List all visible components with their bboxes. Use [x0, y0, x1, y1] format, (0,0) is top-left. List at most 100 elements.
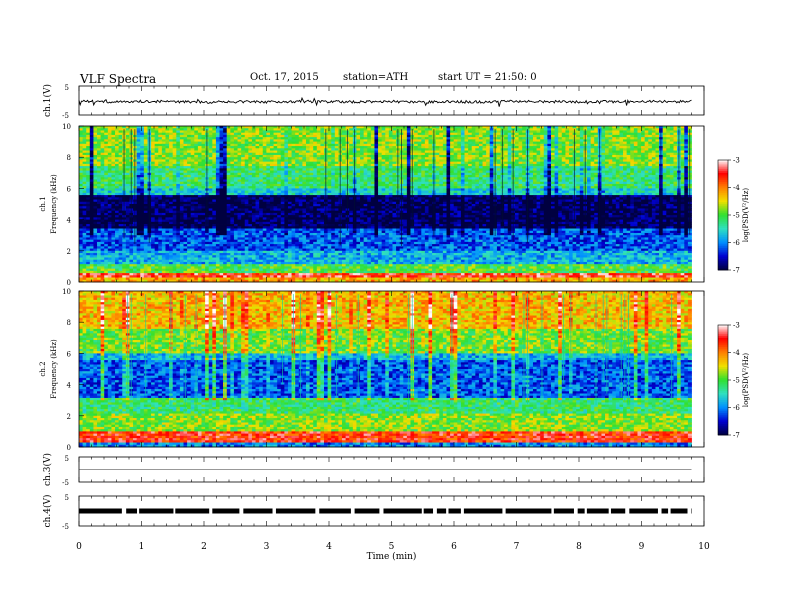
spectrogram-cell — [327, 128, 332, 131]
spectrogram-cell — [305, 159, 310, 163]
spectrogram-cell — [176, 130, 181, 134]
spectrogram-cell — [475, 161, 480, 165]
spectrogram-cell — [565, 128, 570, 131]
spectrogram-cell — [406, 150, 411, 154]
spectrogram-cell — [154, 150, 159, 154]
spectrogram-cell — [107, 168, 112, 171]
spectrogram-cell — [435, 150, 440, 154]
spectrogram-cell — [547, 126, 552, 129]
spectrogram-cell — [251, 132, 256, 136]
spectrogram-cell — [295, 157, 300, 160]
spectrogram-cell — [543, 154, 548, 158]
spectrogram-cell — [190, 150, 195, 154]
spectrogram-cell — [504, 137, 509, 140]
spectrogram-cell — [518, 161, 523, 165]
spectrogram-cell — [507, 152, 512, 156]
spectrogram-cell — [673, 132, 678, 136]
spectrogram-cell — [320, 143, 325, 147]
spectrogram-cell — [446, 130, 451, 134]
spectrogram-cell — [633, 137, 638, 140]
spectrogram-cell — [482, 143, 487, 147]
spectrogram-cell — [648, 161, 653, 165]
spectrogram-cell — [237, 146, 242, 149]
spectrogram-cell — [320, 163, 325, 167]
spectrogram-cell — [558, 163, 563, 167]
spectrogram-cell — [287, 152, 292, 156]
spectrogram-cell — [554, 139, 559, 142]
spectrogram-cell — [619, 132, 624, 136]
spectrogram-cell — [169, 128, 174, 131]
spectrogram-cell — [529, 146, 534, 149]
spectrogram-cell — [381, 146, 386, 149]
spectrogram-cell — [457, 137, 462, 140]
spectrogram-cell — [298, 141, 303, 145]
spectrogram-cell — [215, 143, 220, 147]
spectrogram-cell — [565, 159, 570, 163]
spectrogram-cell — [554, 141, 559, 145]
spectrogram-cell — [118, 126, 123, 129]
spectrogram-cell — [662, 132, 667, 136]
spectrogram-cell — [587, 154, 592, 158]
spectrogram-cell — [547, 168, 552, 171]
spectrogram-cell — [360, 161, 365, 165]
spectrogram-cell — [633, 146, 638, 149]
spectrogram-cell — [208, 163, 213, 167]
spectrogram-cell — [648, 143, 653, 147]
spectrogram-cell — [342, 137, 347, 140]
spectrogram-cell — [666, 139, 671, 142]
spectrogram-cell — [421, 139, 426, 142]
spectrogram-cell — [259, 137, 264, 140]
spectrogram-cell — [478, 161, 483, 165]
spectrogram-cell — [237, 128, 242, 131]
spectrogram-cell — [374, 130, 379, 134]
spectrogram-cell — [450, 146, 455, 149]
spectrogram-cell — [230, 130, 235, 134]
spectrogram-cell — [378, 157, 383, 160]
spectrogram-cell — [605, 148, 610, 151]
spectrogram-cell — [605, 143, 610, 147]
spectrogram-cell — [543, 132, 548, 136]
spectrogram-cell — [590, 166, 595, 169]
spectrogram-cell — [82, 170, 87, 174]
spectrogram-cell — [223, 134, 228, 138]
spectrogram-cell — [327, 150, 332, 154]
spectrogram-cell — [320, 154, 325, 158]
spectrogram-cell — [471, 128, 476, 131]
spectrogram-cell — [540, 137, 545, 140]
spectrogram-cell — [223, 168, 228, 171]
spectrogram-cell — [648, 130, 653, 134]
spectrogram-cell — [374, 152, 379, 156]
spectrogram-cell — [176, 148, 181, 151]
spectrogram-cell — [644, 134, 649, 138]
spectrogram-cell — [601, 150, 606, 154]
spectrogram-cell — [648, 150, 653, 154]
spectrogram-cell — [298, 130, 303, 134]
spectrogram-cell — [269, 134, 274, 138]
spectrogram-cell — [158, 130, 163, 134]
spectrogram-cell — [201, 139, 206, 142]
spectrogram-cell — [644, 143, 649, 147]
spectrogram-cell — [569, 146, 573, 149]
spectrogram-cell — [482, 126, 487, 129]
spectrogram-cell — [464, 159, 469, 163]
spectrogram-cell — [442, 126, 447, 129]
spectrogram-cell — [514, 159, 519, 163]
spectrogram-cell — [550, 134, 555, 138]
spectrogram-cell — [478, 146, 483, 149]
spectrogram-cell — [266, 141, 271, 145]
spectrogram-cell — [215, 130, 220, 134]
spectrogram-cell — [190, 134, 195, 138]
spectrogram-cell — [626, 154, 631, 158]
spectrogram-cell — [161, 163, 166, 167]
spectrogram-cell — [543, 143, 548, 147]
spectrogram-cell — [428, 154, 433, 158]
spectrogram-cell — [594, 150, 599, 154]
spectrogram-cell — [561, 146, 566, 149]
spectrogram-cell — [615, 130, 620, 134]
spectrogram-cell — [115, 161, 120, 165]
spectrogram-cell — [468, 152, 473, 156]
spectrogram-cell — [363, 130, 368, 134]
spectrogram-cell — [255, 132, 260, 136]
spectrogram-cell — [233, 130, 238, 134]
spectrogram-cell — [223, 130, 228, 134]
